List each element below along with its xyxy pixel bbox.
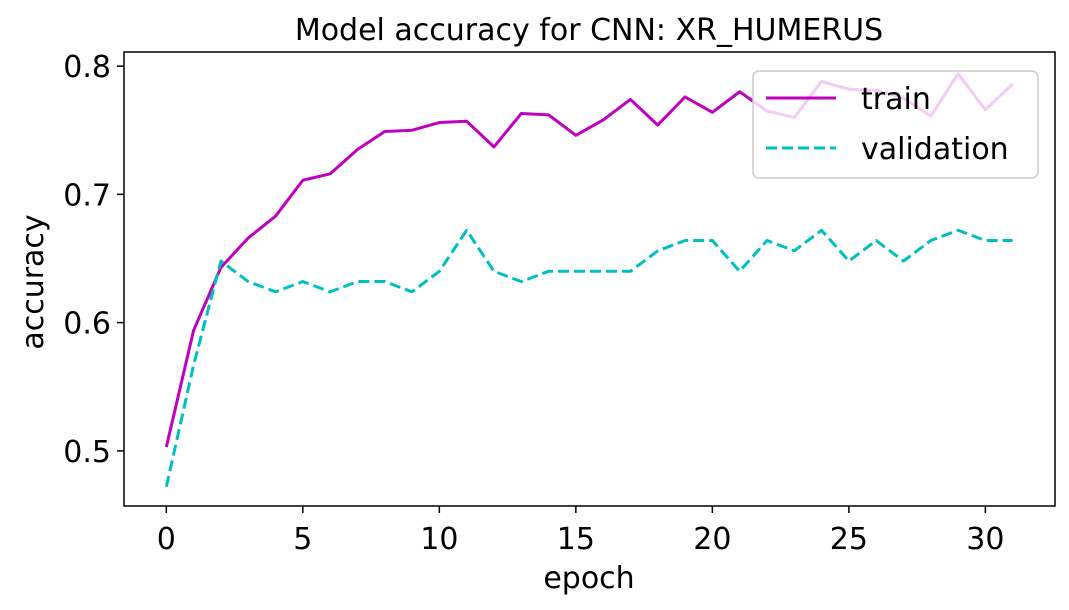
x-tick-label: 0 xyxy=(157,522,176,557)
x-tick-label: 10 xyxy=(420,522,458,557)
x-tick-label: 20 xyxy=(693,522,731,557)
x-tick-label: 5 xyxy=(293,522,312,557)
y-axis-label: accuracy xyxy=(16,214,51,349)
legend-label-validation: validation xyxy=(861,132,1009,167)
x-tick-label: 25 xyxy=(830,522,868,557)
legend: train validation xyxy=(752,70,1039,179)
axes-layer: 0 5 10 15 20 25 30 0.5 0.6 0.7 0.8 xyxy=(63,50,1056,557)
x-tick-label: 30 xyxy=(966,522,1004,557)
x-tick-label: 15 xyxy=(557,522,595,557)
y-tick-label: 0.6 xyxy=(63,307,111,342)
x-axis-label: epoch xyxy=(543,561,634,596)
legend-label-train: train xyxy=(861,82,931,117)
y-tick-label: 0.8 xyxy=(63,50,111,85)
chart-title: Model accuracy for CNN: XR_HUMERUS xyxy=(295,13,883,48)
axes-frame xyxy=(123,51,1056,507)
y-tick-label: 0.5 xyxy=(63,435,111,470)
y-tick-label: 0.7 xyxy=(63,178,111,213)
series-line-validation xyxy=(164,228,1013,488)
